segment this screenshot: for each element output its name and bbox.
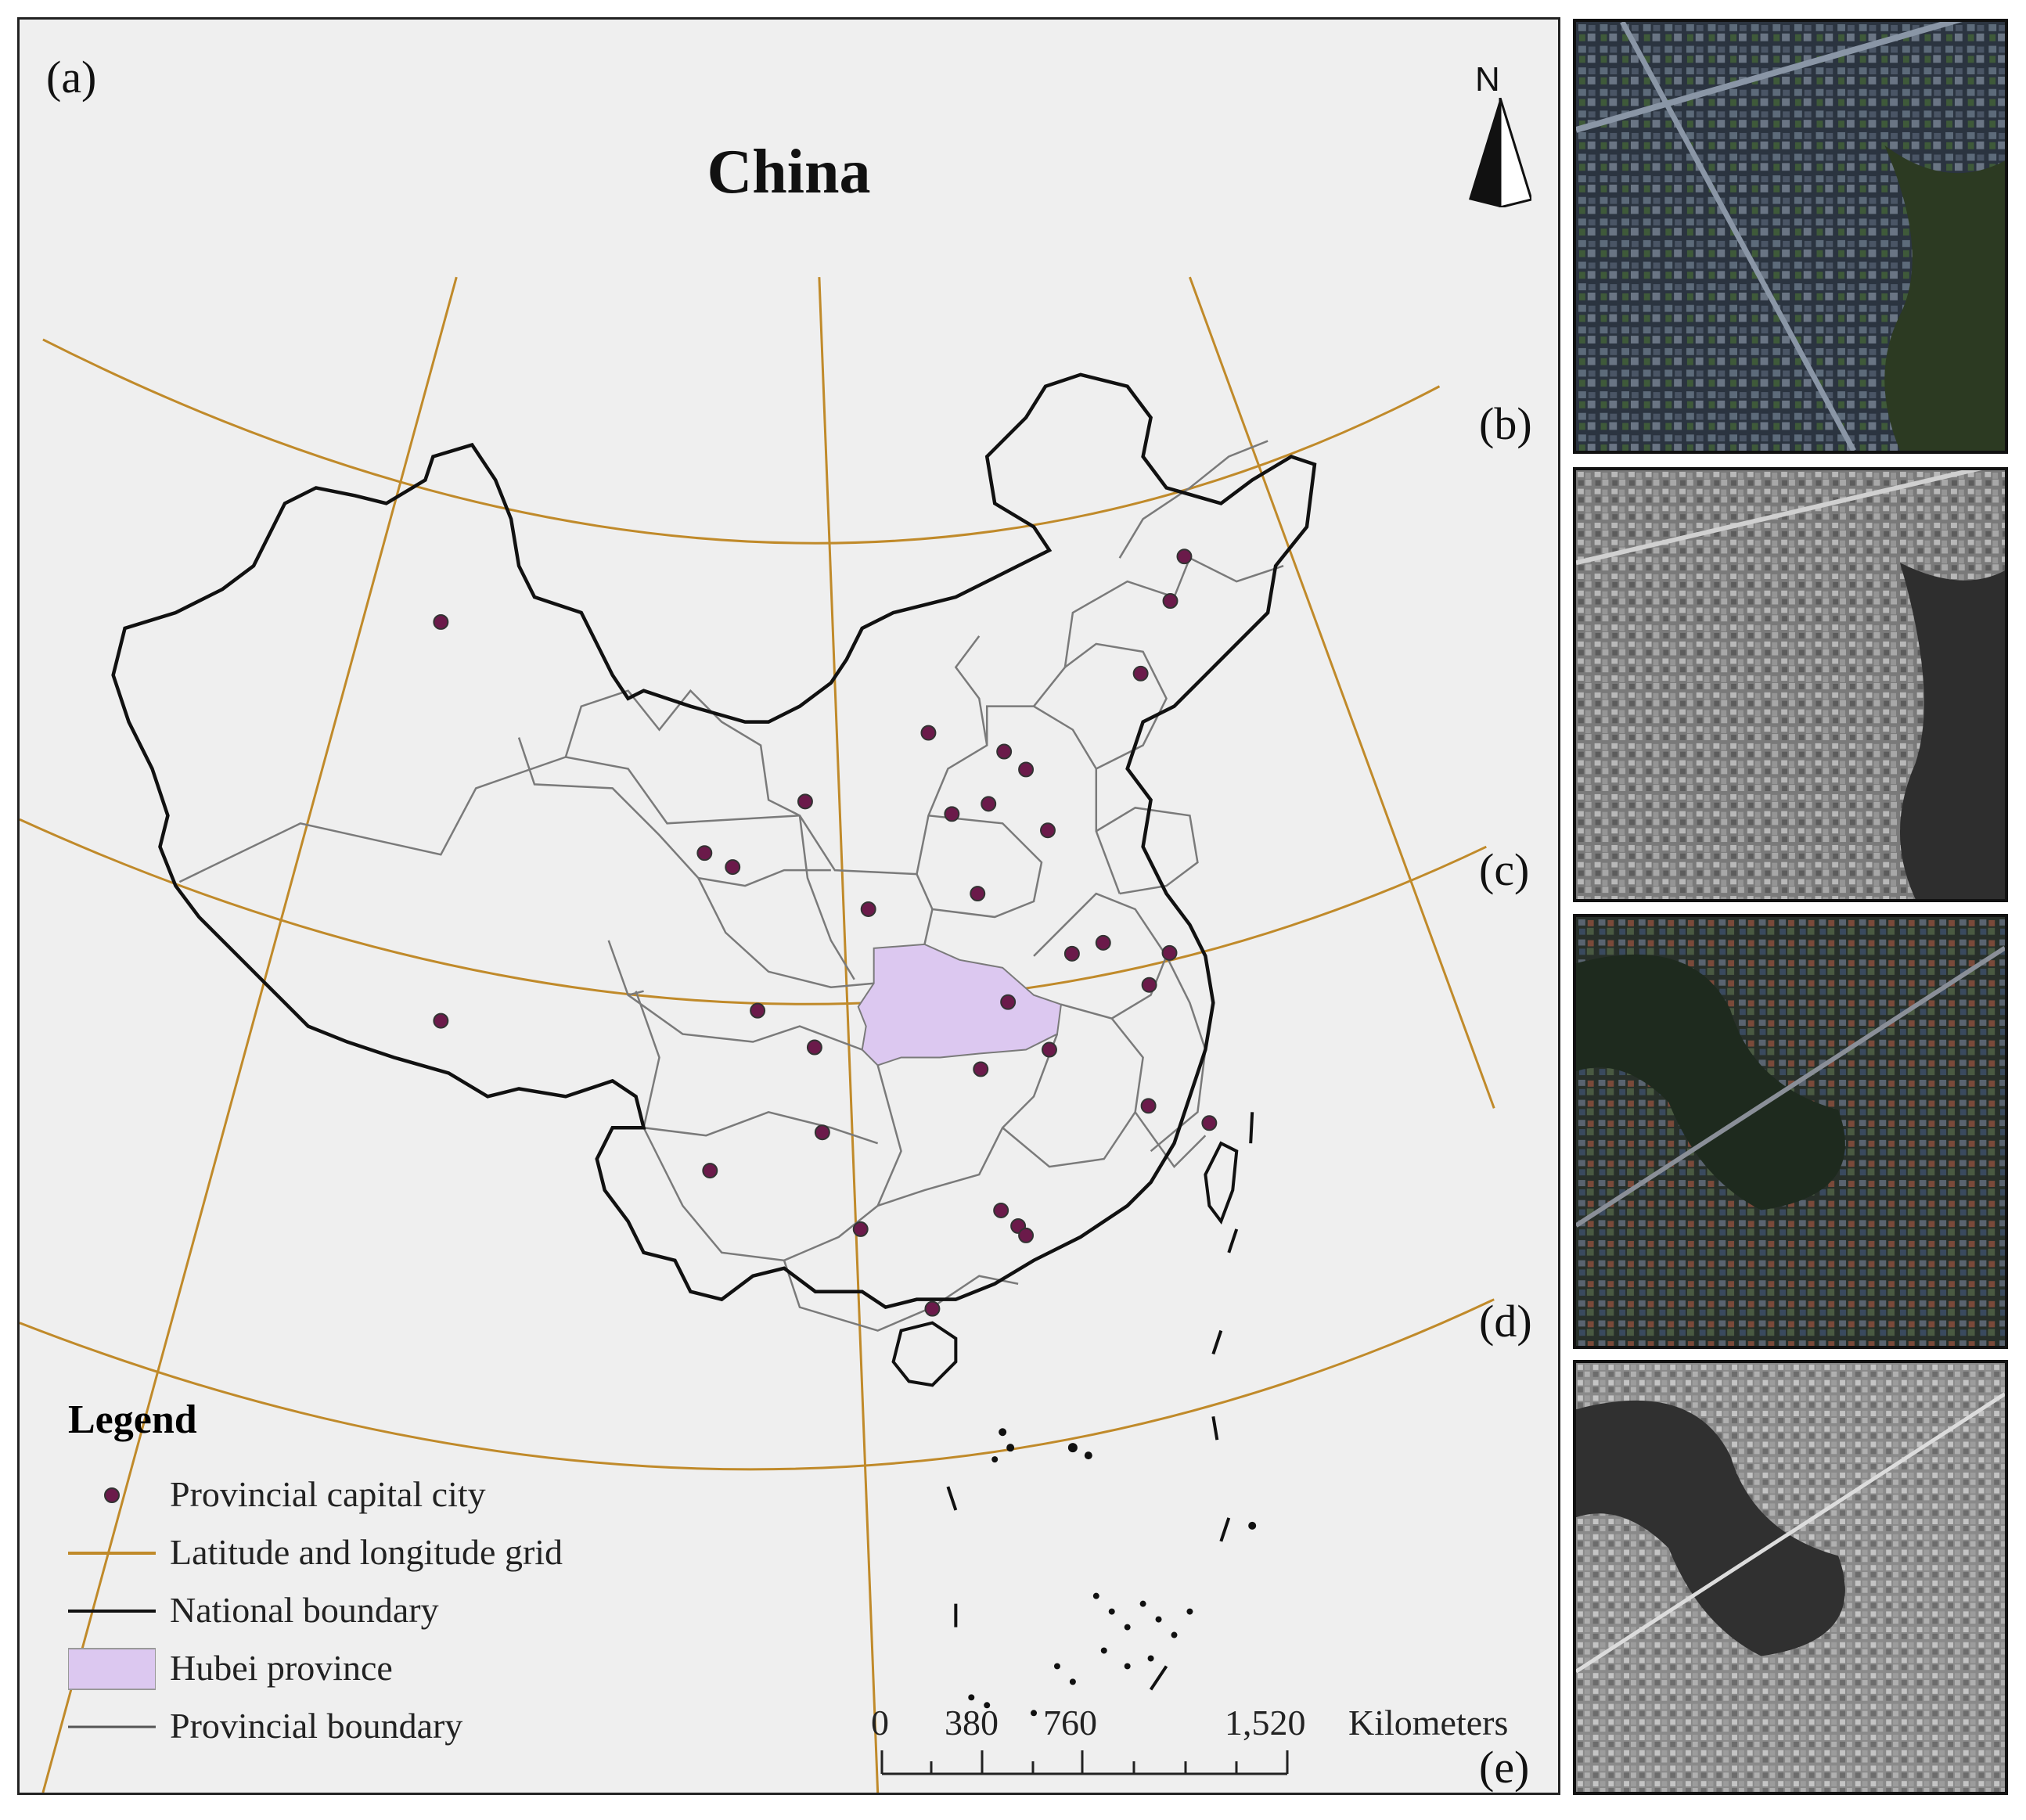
legend-item-capital: Provincial capital city [51, 1472, 755, 1519]
scale-unit: Kilometers [1348, 1703, 1509, 1743]
longitude-line [818, 277, 880, 1793]
scale-tick-760: 760 [1043, 1703, 1097, 1743]
capital-city-point [1018, 1227, 1035, 1243]
grayscale-image [1576, 470, 2005, 899]
hainan-island [891, 1321, 958, 1387]
hubei-fill-icon [68, 1648, 156, 1690]
capital-city-point [797, 793, 813, 810]
scale-bar [880, 1750, 1289, 1775]
capital-city-point [924, 1300, 941, 1317]
capital-city-point [1000, 994, 1017, 1010]
capital-city-point [750, 1002, 766, 1019]
legend-label: Hubei province [170, 1648, 393, 1688]
capital-city-point [852, 1221, 869, 1237]
capital-city-point [433, 1013, 449, 1029]
capital-city-point [860, 901, 876, 917]
scale-tick-0: 0 [871, 1703, 889, 1743]
capital-city-point [944, 806, 960, 822]
legend-item-provincial: Provincial boundary [51, 1703, 755, 1750]
capital-city-point [1040, 822, 1056, 839]
grid-line-icon [68, 1552, 156, 1555]
map-title: China [707, 138, 871, 207]
panel-b-label: (b) [1479, 398, 1532, 449]
satellite-image-rgb [1576, 22, 2005, 451]
legend-label: National boundary [170, 1590, 439, 1630]
graticule [20, 276, 1495, 1793]
legend-label: Provincial boundary [170, 1706, 463, 1746]
capital-city-point [1162, 593, 1179, 610]
image-b [1573, 19, 2008, 454]
legend-item-hubei: Hubei province [51, 1646, 755, 1692]
capital-city-point [1095, 934, 1111, 951]
capital-city-point [433, 613, 449, 630]
legend: Legend Provincial capital city Latitude … [51, 1397, 755, 1764]
china-map [20, 276, 1495, 1793]
panel-c-label: (c) [1479, 844, 1530, 895]
capital-city-point [970, 886, 986, 902]
capital-city-point [981, 796, 997, 812]
capital-city-point [725, 859, 741, 876]
national-boundary [111, 372, 1317, 1310]
map-panel: (a) China N Legend Provincial capital ci… [17, 17, 1560, 1795]
scale-tick-380: 380 [945, 1703, 999, 1743]
capital-city-point [1042, 1041, 1057, 1058]
latitude-line [20, 818, 1487, 1005]
capital-city-point [696, 845, 713, 861]
capital-city-point [973, 1061, 989, 1077]
capital-city-point [1161, 944, 1178, 961]
panel-e-label: (e) [1479, 1742, 1530, 1793]
legend-title: Legend [68, 1397, 197, 1442]
scale-tick-1520: 1,520 [1225, 1703, 1306, 1743]
capital-city-point [814, 1124, 830, 1141]
capital-city-point [993, 1202, 1009, 1218]
capital-city-point [1141, 977, 1157, 993]
capital-city-point [920, 725, 937, 741]
latitude-line [42, 338, 1441, 545]
capital-city-point [806, 1039, 822, 1056]
legend-label: Provincial capital city [170, 1474, 486, 1514]
panel-d-label: (d) [1479, 1296, 1532, 1347]
capital-city-layer [433, 549, 1218, 1317]
legend-item-national: National boundary [51, 1588, 755, 1635]
capital-city-point [1018, 761, 1035, 778]
image-d [1573, 914, 2008, 1349]
capital-city-point [1132, 665, 1149, 682]
capital-point-icon [104, 1487, 120, 1503]
legend-item-grid: Latitude and longitude grid [51, 1530, 755, 1577]
legend-label: Latitude and longitude grid [170, 1532, 563, 1572]
national-line-icon [68, 1610, 156, 1613]
capital-city-point [1140, 1098, 1157, 1114]
grayscale-image [1576, 1363, 2005, 1792]
capital-city-point [1201, 1115, 1218, 1131]
hubei-province [857, 943, 1063, 1066]
north-arrow-icon [1469, 98, 1531, 207]
provincial-line-icon [68, 1725, 156, 1728]
image-e [1573, 1360, 2008, 1795]
panel-a-label: (a) [46, 52, 97, 103]
capital-city-point [1063, 945, 1080, 962]
satellite-image-rgb [1576, 917, 2005, 1346]
longitude-line [1189, 276, 1495, 1109]
capital-city-point [1176, 549, 1193, 565]
south-china-sea-islands [968, 1428, 1257, 1717]
taiwan-island [1204, 1141, 1239, 1225]
nine-dash-line [946, 1112, 1254, 1691]
capital-city-point [996, 743, 1013, 760]
longitude-line [41, 276, 458, 1793]
capital-city-point [702, 1163, 718, 1179]
latitude-line [20, 1298, 1495, 1471]
image-c [1573, 467, 2008, 902]
north-label: N [1475, 60, 1500, 99]
